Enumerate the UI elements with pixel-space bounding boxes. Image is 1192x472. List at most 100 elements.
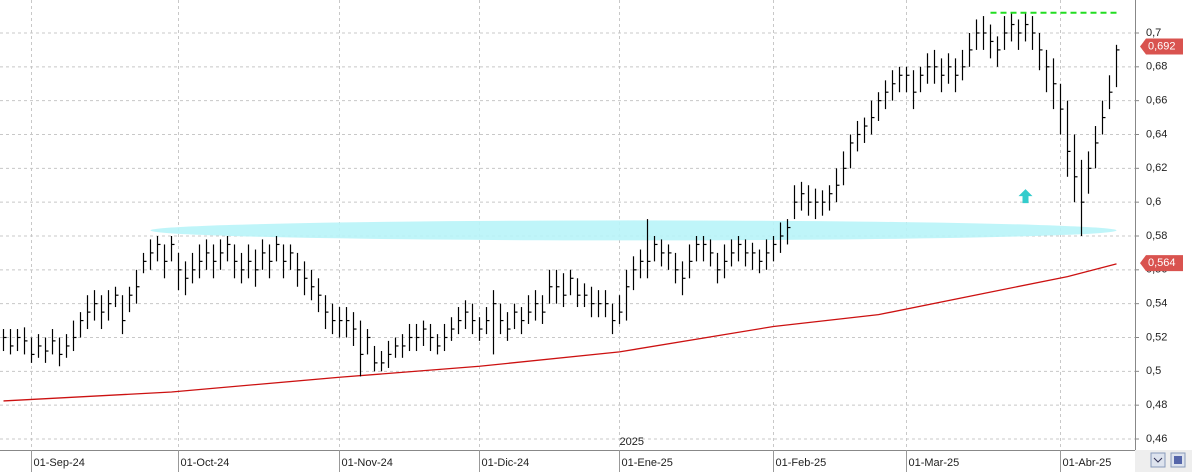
ohlc-bar	[744, 239, 749, 267]
ohlc-bar	[1087, 151, 1092, 194]
price-label-box	[1140, 38, 1183, 55]
ohlc-bar	[16, 329, 21, 352]
ohlc-bar	[107, 290, 112, 321]
ohlc-bar	[254, 249, 259, 287]
ohlc-bar	[1108, 75, 1113, 110]
ohlc-bar	[65, 334, 70, 358]
ohlc-bar	[142, 252, 147, 274]
ohlc-bar	[996, 36, 1001, 67]
ohlc-bar	[786, 219, 791, 245]
ohlc-bar	[569, 269, 574, 296]
ohlc-bar	[597, 290, 602, 318]
y-tick-label: 0,58	[1146, 230, 1167, 242]
ohlc-bar	[331, 303, 336, 335]
ohlc-bar	[9, 329, 14, 355]
ohlc-bar	[506, 312, 511, 341]
ohlc-bar	[338, 307, 343, 338]
ohlc-bar	[450, 317, 455, 341]
ohlc-bar	[548, 269, 553, 304]
ohlc-bar	[247, 244, 252, 279]
ohlc-bar	[772, 235, 777, 262]
ohlc-bar	[261, 239, 266, 270]
ohlc-bar	[1024, 12, 1029, 42]
ohlc-bar	[975, 19, 980, 50]
ohlc-bar	[1038, 32, 1043, 71]
ohlc-bar	[1052, 58, 1057, 110]
ohlc-bar	[1045, 49, 1050, 93]
save-icon	[1174, 456, 1182, 464]
y-tick-label: 0,5	[1146, 365, 1161, 377]
ohlc-bar	[170, 235, 175, 262]
ohlc-bar	[982, 16, 987, 50]
x-tick-label: 01-Nov-24	[342, 457, 393, 469]
ohlc-bar	[191, 252, 196, 284]
ohlc-bar	[520, 307, 525, 335]
price-label: 0,564	[1148, 257, 1176, 269]
ohlc-bar	[226, 235, 231, 262]
ohlc-bar	[436, 334, 441, 355]
ohlc-bar	[373, 345, 378, 372]
ohlc-bar	[268, 244, 273, 279]
ohlc-bar	[51, 329, 56, 355]
y-tick-label: 0,46	[1146, 433, 1167, 445]
ohlc-bar	[667, 244, 672, 270]
ohlc-bar	[457, 307, 462, 335]
ohlc-bar	[1017, 19, 1022, 50]
ohlc-bar	[163, 244, 168, 279]
ohlc-bar	[947, 53, 952, 84]
ohlc-bar	[1059, 83, 1064, 135]
ohlc-bar	[471, 303, 476, 335]
ohlc-bar	[492, 290, 497, 355]
ohlc-bar	[814, 188, 819, 220]
ohlc-bar	[905, 66, 910, 93]
price-label: 0,692	[1148, 40, 1176, 52]
ohlc-bar	[478, 317, 483, 341]
ohlc-bar	[30, 337, 35, 363]
ohlc-bar	[576, 278, 581, 308]
ohlc-bar	[156, 235, 161, 262]
ohlc-bar	[212, 244, 217, 279]
support-band	[150, 220, 1117, 241]
ohlc-bar	[310, 269, 315, 301]
ohlc-bar	[828, 185, 833, 211]
ohlc-bar	[849, 134, 854, 169]
ohlc-bar	[863, 117, 868, 143]
ohlc-bar	[1080, 159, 1085, 236]
ohlc-bar	[177, 252, 182, 291]
ohlc-bar	[240, 252, 245, 284]
ohlc-bar	[961, 49, 966, 81]
ohlc-bar	[394, 337, 399, 358]
year-label: 2025	[620, 436, 644, 448]
ohlc-bar	[653, 235, 658, 262]
ohlc-bar	[387, 340, 392, 368]
ohlc-bar	[1073, 134, 1078, 203]
ohlc-bar	[345, 307, 350, 338]
y-tick-label: 0,62	[1146, 162, 1167, 174]
ohlc-bar	[912, 70, 917, 110]
zoom-button[interactable]	[1150, 452, 1166, 468]
ohlc-bar	[79, 312, 84, 338]
ohlc-bar	[870, 100, 875, 135]
x-tick-label: 01-Dic-24	[482, 457, 530, 469]
ohlc-bar	[135, 269, 140, 304]
ohlc-bar	[324, 295, 329, 330]
ohlc-bar	[989, 24, 994, 59]
ohlc-bar	[555, 269, 560, 304]
ohlc-bar	[296, 252, 301, 287]
ohlc-bar	[695, 235, 700, 262]
ohlc-bar	[842, 151, 847, 186]
x-tick-label: 01-Ene-25	[622, 457, 673, 469]
ohlc-bar	[807, 185, 812, 216]
ohlc-bar	[513, 303, 518, 330]
y-tick-label: 0,48	[1146, 399, 1167, 411]
ohlc-bar	[1031, 16, 1036, 50]
ohlc-bar	[429, 323, 434, 352]
ohlc-bar	[128, 286, 133, 313]
ohlc-bar	[1010, 12, 1015, 42]
ohlc-bar	[219, 239, 224, 270]
y-tick-label: 0,7	[1146, 27, 1161, 39]
up-arrow	[1018, 189, 1033, 204]
x-tick-label: 01-Feb-25	[776, 457, 827, 469]
ohlc-bar	[2, 329, 7, 352]
ohlc-bar	[933, 49, 938, 84]
